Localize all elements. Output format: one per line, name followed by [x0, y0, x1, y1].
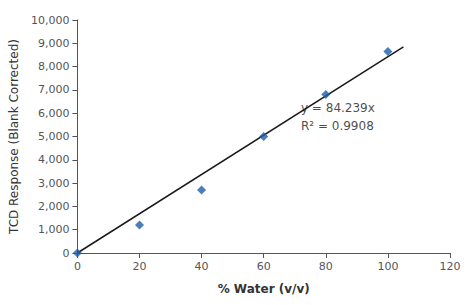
svg-text:% Water (v/v): % Water (v/v)	[218, 282, 310, 296]
svg-text:4,000: 4,000	[38, 153, 70, 166]
svg-text:60: 60	[257, 260, 271, 273]
svg-text:40: 40	[195, 260, 209, 273]
svg-text:2,000: 2,000	[38, 200, 70, 213]
svg-text:120: 120	[440, 260, 461, 273]
svg-text:100: 100	[377, 260, 398, 273]
svg-text:0: 0	[62, 247, 69, 260]
svg-text:0: 0	[74, 260, 81, 273]
svg-text:20: 20	[132, 260, 146, 273]
svg-text:10,000: 10,000	[31, 14, 70, 27]
svg-text:1,000: 1,000	[38, 223, 70, 236]
svg-text:TCD Response (Blank Corrected): TCD Response (Blank Corrected)	[7, 39, 21, 235]
svg-text:7,000: 7,000	[38, 83, 70, 96]
svg-text:80: 80	[319, 260, 333, 273]
svg-text:8,000: 8,000	[38, 60, 70, 73]
svg-text:5,000: 5,000	[38, 130, 70, 143]
svg-text:R² = 0.9908: R² = 0.9908	[301, 119, 374, 133]
svg-text:6,000: 6,000	[38, 107, 70, 120]
svg-text:3,000: 3,000	[38, 177, 70, 190]
svg-text:y = 84.239x: y = 84.239x	[301, 101, 375, 115]
svg-text:9,000: 9,000	[38, 37, 70, 50]
